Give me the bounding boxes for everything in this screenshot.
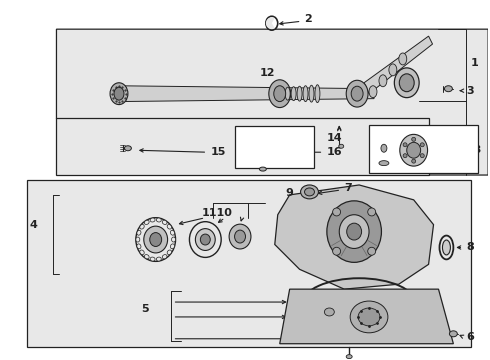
Ellipse shape [162, 220, 167, 225]
Ellipse shape [259, 167, 267, 171]
Ellipse shape [156, 218, 161, 222]
Ellipse shape [358, 308, 380, 326]
Text: 2: 2 [305, 14, 312, 24]
Ellipse shape [403, 143, 407, 147]
Ellipse shape [403, 154, 407, 158]
Polygon shape [56, 29, 488, 175]
Text: 16: 16 [326, 147, 342, 157]
Ellipse shape [137, 244, 141, 249]
Ellipse shape [420, 154, 424, 158]
Ellipse shape [351, 86, 363, 101]
Ellipse shape [305, 188, 315, 196]
Ellipse shape [300, 185, 318, 199]
Ellipse shape [442, 240, 450, 255]
Text: 12: 12 [260, 68, 275, 78]
Polygon shape [364, 36, 433, 94]
Ellipse shape [315, 85, 320, 103]
Text: 8: 8 [466, 243, 474, 252]
Wedge shape [266, 17, 275, 29]
Ellipse shape [303, 86, 308, 102]
Ellipse shape [150, 218, 155, 222]
Ellipse shape [399, 74, 414, 92]
Text: 3: 3 [466, 86, 474, 96]
Bar [26, 180, 471, 347]
Ellipse shape [229, 224, 251, 249]
Ellipse shape [172, 237, 175, 242]
Text: 7: 7 [344, 183, 352, 193]
Ellipse shape [400, 134, 428, 166]
Ellipse shape [420, 143, 424, 147]
Ellipse shape [140, 225, 144, 229]
Ellipse shape [162, 255, 167, 259]
Polygon shape [275, 185, 434, 289]
Ellipse shape [368, 247, 376, 255]
Text: 1: 1 [470, 58, 478, 68]
Ellipse shape [412, 159, 416, 163]
Text: 5: 5 [141, 304, 148, 314]
Ellipse shape [394, 68, 419, 98]
Ellipse shape [110, 83, 128, 105]
Ellipse shape [412, 137, 416, 141]
Ellipse shape [171, 230, 174, 235]
Ellipse shape [399, 53, 407, 65]
Polygon shape [280, 289, 453, 344]
Ellipse shape [324, 308, 334, 316]
Ellipse shape [389, 64, 397, 76]
Ellipse shape [333, 208, 341, 216]
Ellipse shape [140, 250, 144, 255]
Text: 4: 4 [30, 220, 38, 230]
Ellipse shape [291, 87, 296, 100]
Ellipse shape [145, 220, 149, 225]
Ellipse shape [137, 230, 141, 235]
Ellipse shape [269, 80, 291, 108]
Ellipse shape [167, 250, 171, 255]
Text: 1110: 1110 [202, 208, 233, 218]
Ellipse shape [346, 355, 352, 359]
Ellipse shape [136, 218, 175, 261]
Text: 15: 15 [210, 147, 226, 157]
Ellipse shape [333, 247, 341, 255]
Ellipse shape [235, 230, 245, 243]
Ellipse shape [279, 88, 284, 100]
Text: 14: 14 [326, 133, 342, 143]
Ellipse shape [339, 215, 369, 248]
Ellipse shape [368, 208, 376, 216]
Ellipse shape [350, 301, 388, 333]
Ellipse shape [196, 229, 215, 251]
Ellipse shape [114, 87, 124, 100]
Bar [235, 126, 315, 168]
Ellipse shape [156, 257, 161, 261]
Ellipse shape [379, 161, 389, 166]
Ellipse shape [144, 226, 168, 253]
Ellipse shape [369, 86, 377, 98]
Ellipse shape [136, 237, 140, 242]
Text: 9: 9 [286, 188, 294, 198]
Bar [56, 118, 429, 175]
Ellipse shape [200, 234, 210, 245]
Text: 6: 6 [466, 332, 474, 342]
Ellipse shape [167, 225, 171, 229]
Ellipse shape [274, 86, 286, 102]
Ellipse shape [381, 144, 387, 152]
Ellipse shape [150, 257, 155, 261]
Ellipse shape [150, 233, 162, 247]
Ellipse shape [285, 87, 290, 100]
Ellipse shape [346, 80, 368, 107]
Ellipse shape [297, 86, 302, 101]
Ellipse shape [171, 244, 174, 249]
Ellipse shape [347, 223, 362, 240]
Ellipse shape [449, 331, 457, 337]
Ellipse shape [145, 255, 149, 259]
Ellipse shape [407, 142, 420, 158]
Ellipse shape [124, 146, 131, 151]
Ellipse shape [327, 201, 381, 262]
Ellipse shape [379, 75, 387, 87]
Text: 13: 13 [466, 145, 482, 155]
Ellipse shape [444, 86, 452, 92]
Bar [369, 125, 478, 173]
Ellipse shape [309, 85, 314, 102]
Polygon shape [116, 86, 374, 102]
Ellipse shape [339, 144, 343, 148]
